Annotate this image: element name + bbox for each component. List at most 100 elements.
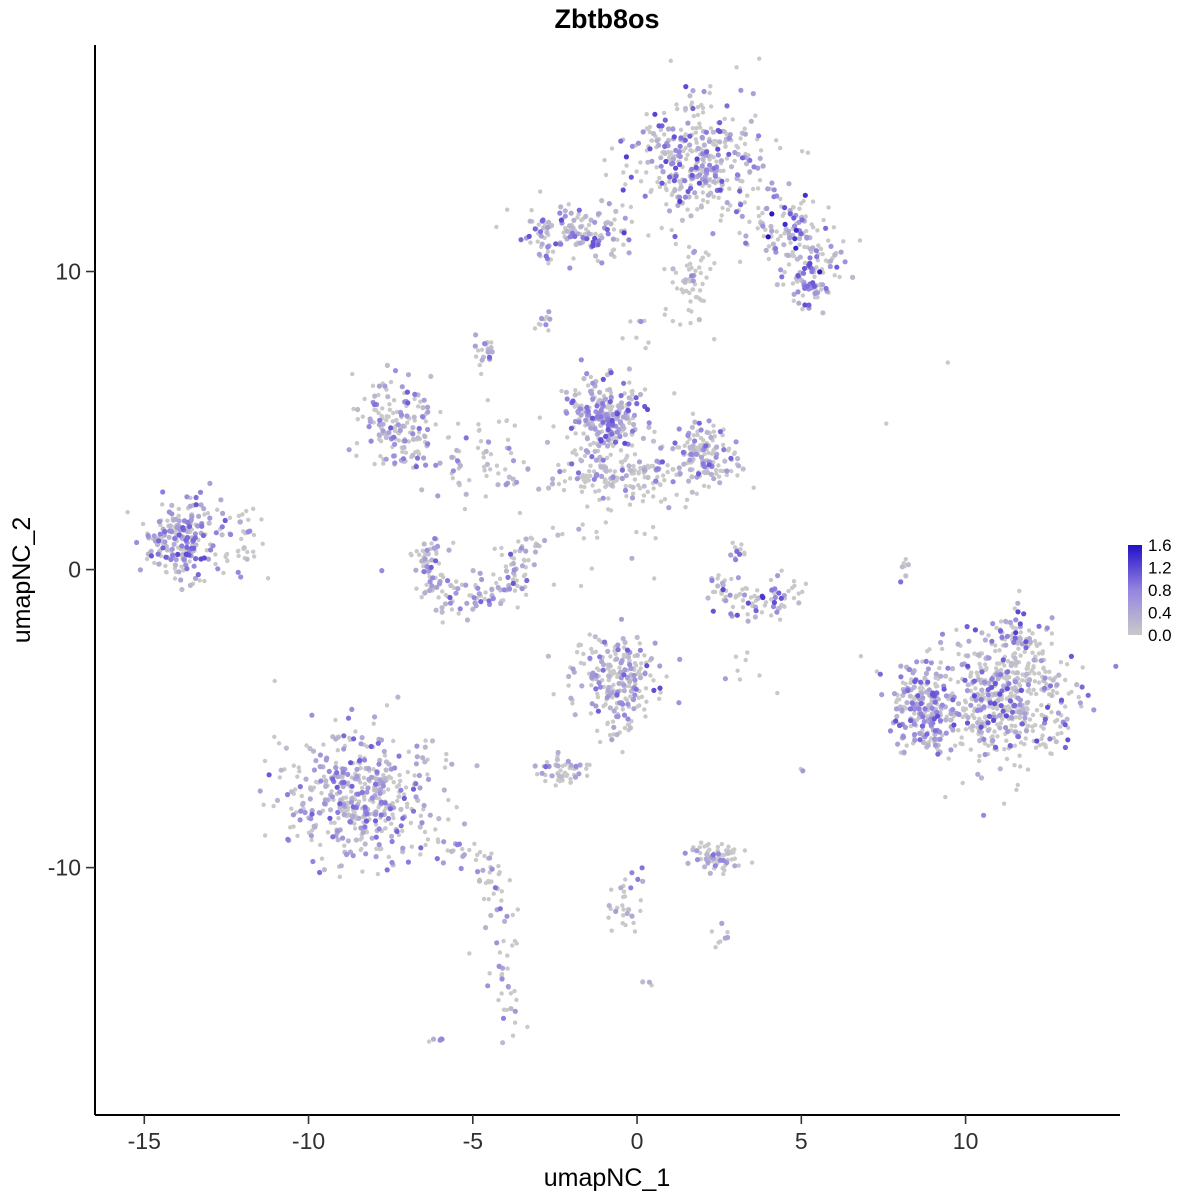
- cell-point: [621, 230, 627, 236]
- cell-point: [624, 493, 629, 499]
- cell-point: [592, 426, 598, 432]
- cell-point: [406, 439, 411, 444]
- cell-point: [800, 768, 806, 774]
- x-tick-label: -5: [463, 1128, 483, 1154]
- cell-point: [1018, 653, 1023, 658]
- cell-point: [671, 134, 677, 140]
- cell-point: [640, 435, 647, 441]
- cell-point: [769, 587, 775, 593]
- cell-point: [714, 444, 720, 450]
- cell-point: [1015, 782, 1020, 788]
- cell-point: [701, 438, 706, 443]
- cell-point: [612, 439, 619, 445]
- cell-point: [622, 440, 628, 446]
- cell-point: [323, 778, 329, 784]
- cell-point: [307, 796, 313, 802]
- cell-point: [724, 468, 730, 474]
- cell-point: [421, 455, 427, 461]
- cell-point: [317, 752, 323, 758]
- cell-point: [512, 588, 518, 593]
- cell-point: [439, 609, 445, 615]
- cell-point: [725, 850, 731, 857]
- cell-point: [614, 692, 620, 698]
- cell-point: [748, 595, 754, 600]
- cell-point: [595, 535, 600, 540]
- cell-point: [568, 425, 575, 431]
- cell-point: [227, 515, 233, 520]
- cell-point: [377, 790, 383, 797]
- cell-point: [380, 406, 385, 411]
- cell-point: [412, 391, 418, 397]
- cell-point: [179, 543, 185, 549]
- cell-point: [374, 846, 379, 851]
- cell-point: [192, 531, 198, 537]
- cell-point: [303, 776, 309, 782]
- cell-point: [620, 707, 625, 712]
- cell-point: [703, 250, 709, 255]
- cell-point: [972, 627, 979, 633]
- cell-point: [414, 455, 421, 461]
- cell-point: [599, 473, 605, 479]
- cell-point: [554, 757, 561, 763]
- cell-point: [215, 566, 221, 572]
- cell-point: [570, 450, 575, 455]
- cell-point: [637, 647, 644, 653]
- cell-point: [372, 407, 377, 412]
- cell-point: [412, 773, 417, 778]
- cell-point: [176, 569, 182, 575]
- cell-point: [508, 450, 514, 456]
- cell-point: [160, 545, 166, 551]
- cell-point: [608, 452, 613, 457]
- cell-point: [362, 797, 367, 802]
- cell-point: [462, 506, 468, 512]
- cell-point: [612, 469, 618, 474]
- cell-point: [937, 718, 944, 724]
- cell-point: [596, 443, 602, 449]
- cell-point: [695, 207, 700, 212]
- cell-point: [514, 997, 519, 1003]
- cell-point: [629, 495, 636, 501]
- cell-point: [442, 601, 449, 607]
- cell-point: [1009, 694, 1014, 699]
- cell-point: [620, 701, 626, 707]
- cell-point: [257, 788, 263, 794]
- cell-point: [300, 800, 306, 807]
- cell-point: [634, 401, 640, 407]
- cell-point: [156, 561, 162, 567]
- cell-point: [383, 434, 389, 441]
- cell-point: [219, 524, 225, 530]
- cell-point: [328, 820, 334, 825]
- cell-point: [785, 228, 792, 234]
- cell-point: [723, 598, 729, 604]
- cell-point: [646, 465, 651, 470]
- cell-point: [265, 576, 271, 581]
- cell-point: [573, 241, 579, 248]
- cell-point: [447, 594, 453, 601]
- cell-point: [743, 161, 750, 167]
- cell-point: [720, 205, 725, 211]
- cell-point: [599, 260, 605, 266]
- cell-point: [907, 706, 914, 712]
- cell-point: [284, 792, 291, 798]
- cell-point: [652, 640, 658, 646]
- cell-point: [633, 663, 639, 668]
- cell-point: [912, 731, 918, 738]
- cell-point: [387, 806, 393, 812]
- cell-point: [685, 120, 691, 126]
- cell-point: [677, 153, 683, 160]
- cell-point: [809, 269, 815, 275]
- cell-point: [682, 137, 688, 143]
- cell-point: [1050, 677, 1056, 683]
- cell-point: [489, 586, 495, 592]
- cell-point: [643, 345, 648, 351]
- cell-point: [735, 145, 741, 150]
- cell-point: [1065, 737, 1071, 743]
- cell-point: [887, 728, 894, 734]
- cell-point: [733, 209, 740, 215]
- cell-point: [821, 217, 826, 223]
- cell-point: [1037, 743, 1042, 748]
- cell-point: [426, 1039, 432, 1044]
- cell-point: [1011, 639, 1017, 645]
- cell-point: [380, 783, 386, 789]
- cell-point: [364, 830, 370, 835]
